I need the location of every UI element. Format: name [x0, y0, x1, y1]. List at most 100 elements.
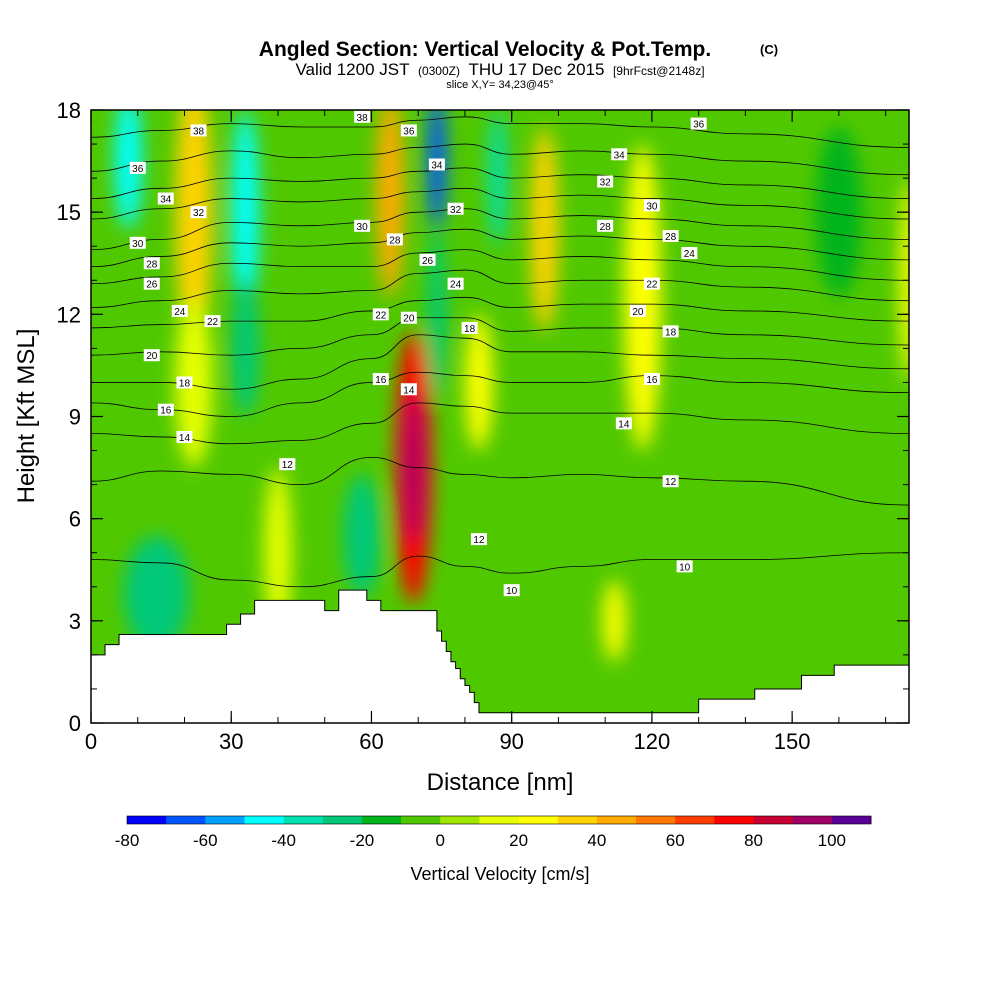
velocity-cell: [343, 474, 381, 597]
theta-contour-26: [91, 249, 909, 285]
contour-label-text: 30: [357, 222, 369, 233]
contour-label: 24: [447, 277, 464, 291]
colorbar-segment: [479, 816, 520, 824]
colorbar-tick-label: 60: [666, 831, 685, 850]
contour-label: 34: [157, 192, 174, 206]
contour-label-text: 26: [146, 280, 158, 291]
contour-label: 20: [400, 311, 417, 325]
colorbar-segment: [675, 816, 715, 824]
contour-label-text: 32: [193, 208, 205, 219]
contour-label-text: 36: [403, 126, 415, 137]
chart-subtitle: Valid 1200 JST (0300Z) THU 17 Dec 2015 […: [295, 60, 704, 79]
contour-label-box: [447, 277, 464, 290]
colorbar: [126, 815, 872, 825]
contour-label: 24: [171, 304, 188, 318]
contour-label-text: 34: [160, 195, 172, 206]
contour-label-box: [400, 383, 417, 396]
colorbar-segment: [283, 816, 324, 824]
theta-contour-28: [91, 228, 909, 268]
contour-label-text: 10: [679, 562, 691, 573]
contour-label: 12: [470, 533, 487, 546]
colorbar-segment: [596, 816, 637, 824]
y-tick-label: 0: [69, 711, 81, 736]
y-tick-label: 6: [69, 507, 81, 532]
contour-label-box: [190, 206, 207, 219]
x-tick-label: 0: [85, 729, 97, 754]
theta-contour-10: [91, 552, 909, 588]
contour-label-box: [354, 219, 371, 232]
theta-contour-12: [91, 456, 909, 506]
contour-label-text: 12: [282, 460, 294, 471]
contour-label-text: 16: [646, 375, 658, 386]
contour-label-box: [447, 202, 464, 215]
theta-contour-16: [91, 371, 909, 417]
contour-label-text: 28: [389, 235, 401, 246]
velocity-cell: [815, 127, 863, 298]
contour-label: 14: [615, 417, 632, 430]
colorbar-tick-label: 20: [509, 831, 528, 850]
theta-contour-36: [91, 143, 909, 176]
contour-label: 34: [428, 158, 445, 171]
contour-label-text: 28: [600, 222, 612, 233]
subtitle-forecast: [9hrFcst@2148z]: [613, 64, 705, 78]
contour-label: 22: [372, 308, 389, 321]
colorbar-tick-label: 80: [744, 831, 763, 850]
contour-label-text: 12: [665, 477, 677, 488]
x-tick-label: 90: [499, 729, 523, 754]
contour-label-text: 34: [431, 160, 443, 171]
contour-label-box: [503, 584, 520, 597]
contour-label: 36: [400, 124, 417, 137]
colorbar-frame: [126, 815, 872, 825]
contour-label-text: 14: [179, 433, 191, 444]
colorbar-segment: [557, 816, 598, 824]
contour-label-box: [643, 199, 660, 212]
contour-label: 36: [129, 161, 146, 175]
contour-label-box: [176, 430, 193, 443]
velocity-cell: [114, 110, 143, 230]
contour-label: 26: [419, 253, 436, 267]
contour-label: 28: [143, 257, 160, 270]
contour-label-box: [400, 311, 417, 324]
contour-label: 28: [386, 233, 403, 246]
contour-label-box: [176, 376, 193, 389]
contour-label-text: 14: [618, 419, 630, 430]
contour-label-text: 14: [403, 385, 415, 396]
velocity-cell: [488, 110, 508, 247]
contour-label-text: 18: [464, 324, 476, 335]
colorbar-segment: [714, 816, 755, 824]
contour-label: 32: [447, 202, 464, 216]
contour-label-box: [597, 175, 614, 188]
slice-label: slice X,Y= 34,23@45°: [446, 79, 554, 91]
contour-label-box: [615, 417, 632, 430]
contour-label: 30: [354, 219, 371, 233]
contour-label-box: [190, 124, 207, 137]
velocity-cell: [530, 127, 559, 332]
contour-label: 16: [157, 403, 174, 417]
colorbar-ticks: -80 -60 -40 -20 0 20 40 60 80 100: [115, 831, 846, 850]
contour-label-box: [662, 325, 679, 338]
contour-label-box: [129, 236, 146, 249]
theta-contour-22: [91, 296, 909, 329]
contour-label: 28: [597, 219, 614, 233]
contour-label: 16: [643, 373, 660, 386]
contour-label: 14: [176, 430, 193, 444]
contour-label: 10: [503, 584, 520, 597]
contour-label-box: [372, 308, 389, 321]
contour-label-text: 30: [646, 201, 658, 212]
velocity-field: [114, 110, 909, 662]
colorbar-tick-label: -20: [350, 831, 375, 850]
contour-label-box: [157, 192, 174, 205]
contour-label: 20: [143, 349, 160, 362]
contour-label-box: [279, 458, 296, 471]
colorbar-segment: [518, 816, 559, 824]
y-tick-label: 12: [57, 302, 81, 327]
contour-label-box: [611, 148, 628, 161]
contour-label-text: 38: [193, 126, 205, 137]
contour-label: 24: [681, 247, 698, 260]
contour-label-box: [597, 219, 614, 232]
contour-label-text: 26: [422, 256, 434, 267]
colorbar-segment: [244, 816, 285, 824]
colorbar-segment: [322, 816, 363, 824]
y-axis-label: Height [Kft MSL]: [13, 329, 40, 504]
contour-label-box: [643, 277, 660, 290]
